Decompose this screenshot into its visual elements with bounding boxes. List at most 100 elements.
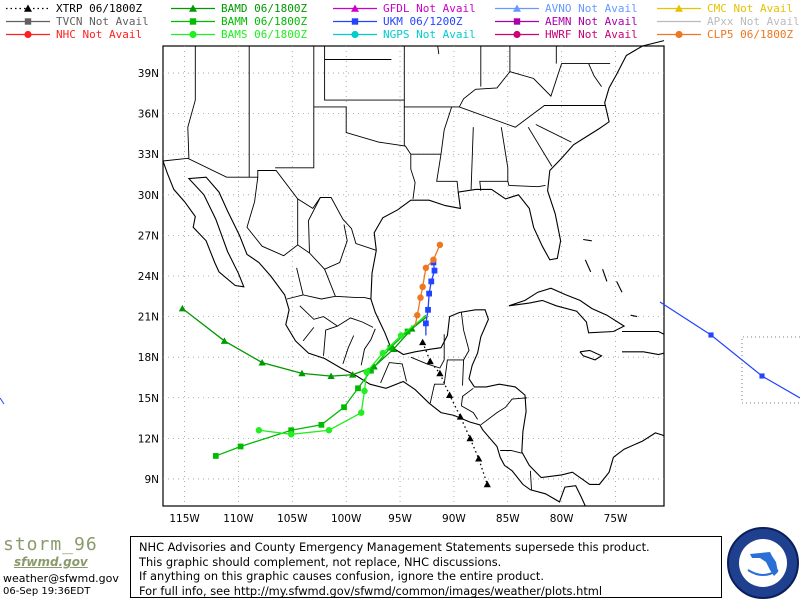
border-segment [410, 153, 459, 193]
track-point [287, 431, 295, 438]
coastline-segment [584, 259, 592, 273]
legend-status: 06/1800Z [740, 28, 794, 41]
legend-status: Not Avail [578, 28, 638, 41]
inset-box [741, 336, 800, 404]
legend-swatch-icon [6, 18, 50, 25]
track-point [428, 278, 435, 285]
track-point [298, 369, 306, 377]
legend-marker-icon [189, 30, 197, 39]
coastline-segment [622, 330, 665, 335]
lat-tick-label: 24N [138, 271, 159, 283]
legend-label: BAMD 06/1800Z [221, 2, 307, 15]
track-point [361, 387, 368, 395]
legend-entry-bams: BAMS 06/1800Z [169, 28, 327, 41]
track-line [181, 307, 428, 377]
axis-labels: 9N 12N 15N 18N 21N 24N 27N 30N 33N 36N 39N 115W 110W… [138, 68, 628, 525]
legend-label: APxx Not Avail [707, 15, 800, 28]
legend-status: Not Avail [733, 2, 794, 15]
border-segment [588, 63, 602, 87]
border-segment [360, 328, 376, 366]
coastline-segment [508, 287, 626, 334]
legend-marker-icon [351, 18, 359, 25]
legend-label: GFDL Not Avail [383, 2, 476, 15]
track-point [436, 369, 444, 377]
timestamp: 06-Sep 19:36EDT [3, 586, 91, 597]
lon-tick-label: 110W [223, 513, 254, 525]
legend-model-name: GFDL [383, 2, 417, 15]
legend-status: 06/1800Z [89, 2, 143, 15]
border-segment [275, 46, 315, 169]
lat-tick-label: 12N [138, 433, 159, 445]
border-segment [470, 127, 474, 190]
track-point [178, 304, 186, 312]
border-segment [323, 325, 338, 356]
legend-status: Not Avail [89, 15, 149, 28]
sfwmd-seal-icon [727, 527, 799, 599]
legend-entry-avno: AVNO Not Avail [493, 2, 651, 15]
legend-status: Not Avail [82, 28, 143, 41]
legend-entry-nhc: NHC Not Avail [4, 28, 162, 41]
legend-entry-ngps: NGPS Not Avail [331, 28, 489, 41]
legend-swatch-icon [657, 30, 701, 39]
track-point [417, 294, 424, 301]
lat-tick-label: 33N [138, 149, 159, 161]
track-point [422, 264, 430, 272]
legend-swatch-icon [171, 18, 215, 25]
border-segment [324, 269, 371, 300]
legend-swatch-icon [171, 4, 215, 12]
border-segment [527, 126, 553, 167]
track-point [325, 426, 333, 434]
legend-label: AVNO Not Avail [545, 2, 638, 15]
coastline-segment [162, 160, 586, 507]
legend-marker-icon [24, 4, 32, 12]
track-point [358, 409, 365, 416]
track-point [483, 480, 491, 488]
border-segment [162, 157, 377, 251]
coastline-segment [373, 40, 665, 261]
border-segment [187, 46, 196, 159]
legend-model-name: BAMD [221, 2, 255, 15]
track-point [379, 349, 387, 357]
lon-tick-label: 115W [169, 513, 200, 525]
track-point [426, 357, 434, 365]
legend-status: 06/1800Z [254, 15, 308, 28]
border-segment [296, 267, 336, 300]
track-bams [255, 316, 426, 438]
disclaimer-line: If anything on this graphic causes confu… [139, 569, 544, 583]
border-segment [461, 405, 478, 420]
legend-entry-apxx: APxx Not Avail [655, 15, 800, 28]
legend-status: 06/1800Z [254, 28, 308, 41]
legend-swatch-icon [333, 18, 377, 25]
track-point [220, 337, 229, 344]
legend-marker-icon [675, 30, 683, 39]
track-point [423, 320, 429, 327]
legend-status: Not Avail [416, 2, 476, 15]
track-point [397, 332, 405, 339]
legend-model-name: AVNO [545, 2, 579, 15]
legend-swatch-icon [6, 30, 50, 39]
disclaimer-line: NHC Advisories and County Emergency Mana… [139, 540, 650, 554]
legend-status: Not Avail [578, 15, 638, 28]
track-point [255, 426, 263, 434]
track-point [436, 241, 444, 249]
legend-entry-xtrp: XTRP 06/1800Z [4, 2, 162, 15]
track-point [318, 421, 325, 428]
lat-tick-label: 18N [138, 352, 159, 364]
track-point [212, 453, 219, 459]
disclaimer-box: NHC Advisories and County Emergency Mana… [130, 536, 722, 598]
legend-label: BAMM 06/1800Z [221, 15, 307, 28]
graticule [163, 46, 664, 506]
coastline-segment [370, 250, 665, 485]
border-segment [440, 106, 453, 155]
border-segment [460, 387, 474, 406]
lon-tick-label: 80W [550, 513, 574, 525]
legend-model-name: NGPS [383, 28, 417, 41]
forecast-tracks [178, 241, 491, 488]
border-segment [500, 450, 522, 454]
legend-status: Not Avail [416, 28, 476, 41]
sfwmd-logo-text: sfwmd.gov [14, 555, 88, 569]
legend-model-name: NHC [56, 28, 83, 41]
border-segment [302, 327, 315, 342]
border-segment [460, 312, 470, 361]
lat-tick-label: 9N [144, 474, 159, 486]
